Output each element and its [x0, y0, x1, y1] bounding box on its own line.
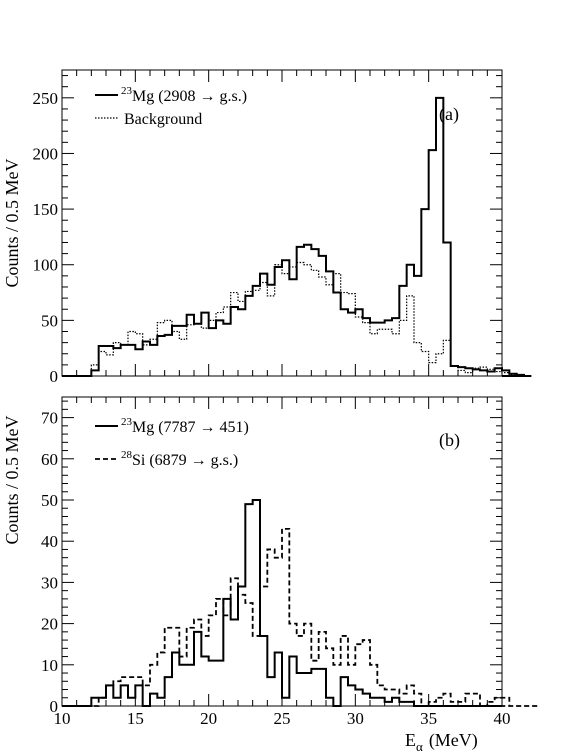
legend-a-solid-sup: 23	[121, 85, 133, 97]
y-tick-label: 30	[41, 573, 58, 592]
y-tick-label: 50	[41, 491, 58, 510]
legend-b-dashed-label: 28Si (6879 → g.s.)	[121, 449, 238, 469]
y-tick-label: 250	[33, 89, 59, 108]
xlabel-main: E	[405, 730, 416, 750]
x-tick-label: 40	[494, 709, 511, 728]
legend-b-solid-text: Mg (7787 → 451)	[132, 419, 249, 436]
y-tick-label: 70	[41, 409, 58, 428]
legend-a-solid-text: Mg (2908 → g.s.)	[132, 88, 247, 105]
x-tick-label: 30	[347, 709, 364, 728]
x-tick-label: 10	[54, 709, 71, 728]
panel-a-series	[62, 96, 532, 377]
legend-b-dashed-text: Si (6879 → g.s.)	[132, 452, 238, 469]
panel-a-legend: 23Mg (2908 → g.s.) Background	[95, 85, 247, 128]
legend-b-dashed-sup: 28	[121, 449, 133, 461]
y-tick-label: 60	[41, 450, 58, 469]
y-tick-label: 20	[41, 615, 58, 634]
panel-a-ylabel: Counts / 0.5 MeV	[2, 158, 22, 287]
y-tick-label: 200	[33, 144, 59, 163]
y-tick-label: 0	[50, 367, 59, 386]
legend-a-dotted-label: Background	[124, 111, 202, 128]
y-tick-label: 100	[33, 256, 59, 275]
series-a-1-dotted	[62, 261, 532, 377]
panel-b-series	[62, 499, 539, 707]
panel-b-xlabel: Eα (MeV)	[405, 730, 478, 753]
legend-a-solid-label: 23Mg (2908 → g.s.)	[121, 85, 247, 105]
y-tick-label: 50	[41, 311, 58, 330]
legend-b-solid-label: 23Mg (7787 → 451)	[121, 416, 249, 436]
x-tick-label: 25	[274, 709, 291, 728]
xlabel-sub: α	[416, 739, 423, 753]
panel-b-legend: 23Mg (7787 → 451) 28Si (6879 → g.s.)	[95, 416, 249, 469]
legend-b-solid-sup: 23	[121, 416, 133, 428]
x-tick-label: 35	[420, 709, 437, 728]
series-a-0-solid	[62, 96, 532, 377]
y-tick-label: 150	[33, 200, 59, 219]
panel-a-tick-labels: 0 50 100 150 200 250	[33, 89, 59, 386]
y-tick-label: 40	[41, 532, 58, 551]
x-tick-label: 15	[127, 709, 144, 728]
panel-a-label: (a)	[439, 104, 459, 125]
x-tick-label: 20	[200, 709, 217, 728]
panel-a: 0 50 100 150 200 250 Counts / 0.5 MeV (a) 23M…	[2, 69, 532, 386]
panel-b-label: (b)	[439, 430, 460, 451]
panel-b-ylabel: Counts / 0.5 MeV	[2, 415, 22, 544]
y-tick-label: 10	[41, 656, 58, 675]
series-b-1-dashed	[62, 527, 539, 707]
y-tick-label: 0	[50, 697, 59, 716]
xlabel-unit: (MeV)	[429, 730, 478, 751]
